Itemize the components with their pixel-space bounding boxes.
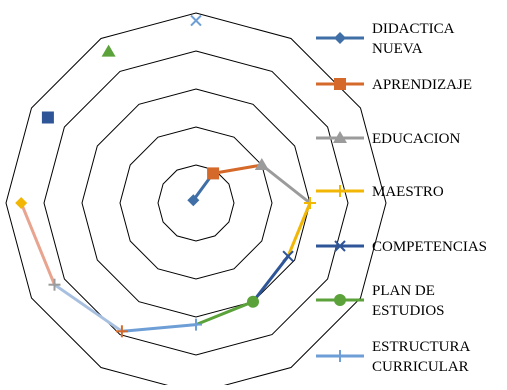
legend-label-line: PLAN DE [372,283,435,299]
legend-label-line: CURRICULAR [372,359,469,375]
legend-label-5: PLAN DE ESTUDIOS [372,283,445,319]
legend-label-6: ESTRUCTURA CURRICULAR [372,339,471,375]
series-segment-8 [19,201,56,287]
series-segment-2 [260,163,312,205]
legend-label-1: APRENDIZAJE [372,77,472,93]
data-point-3 [304,197,316,209]
legend-label-4: COMPETENCIAS [372,239,487,255]
legend-label-line: ESTUDIOS [372,303,445,319]
data-point-12 [190,14,202,27]
series-segment-3 [286,201,312,258]
grid-ring-5 [5,12,387,390]
legend-marker-4 [334,240,346,252]
legend-label-2: EDUCACION [372,131,460,147]
legend-item-1: APRENDIZAJE [316,77,472,93]
series-segment-4 [251,254,290,304]
legend-item-2: EDUCACION [316,131,460,147]
legend-item-5: PLAN DE ESTUDIOS [316,283,445,319]
grid-ring-3 [81,88,311,318]
data-point-7 [115,325,128,338]
series-markers [15,14,316,338]
legend-item-4: COMPETENCIAS [316,239,487,255]
data-point-5 [247,295,259,308]
series-segment-5 [194,300,255,327]
data-point-2 [254,158,269,170]
series-lines [19,21,312,333]
series-segment-7 [53,283,124,333]
legend-label-0: DIDACTICA NUEVA [372,21,455,57]
grid-ring-4 [43,50,349,356]
data-point-0 [187,194,200,207]
data-point-4 [282,250,294,262]
data-point-8 [48,278,61,291]
legend-label-line: APRENDIZAJE [372,77,472,93]
legend: DIDACTICA NUEVA APRENDIZAJE EDUCACION MAESTR… [316,21,487,375]
legend-marker-0 [334,32,346,44]
data-point-9 [15,197,28,209]
legend-label-line: EDUCACION [372,131,460,147]
legend-label-line: COMPETENCIAS [372,239,487,255]
data-point-6 [190,318,202,331]
legend-marker-3 [334,185,346,197]
legend-marker-6 [334,350,346,362]
data-point-1 [207,167,220,180]
series-segment-1 [211,163,264,175]
legend-label-line: ESTRUCTURA [372,339,471,355]
legend-label-line: DIDACTICA [372,21,455,37]
legend-item-3: MAESTRO [316,184,444,200]
legend-item-0: DIDACTICA NUEVA [316,21,455,57]
legend-label-line: NUEVA [372,41,423,57]
legend-marker-1 [334,78,346,90]
grid-ring-1 [157,164,235,242]
legend-label-line: MAESTRO [372,184,444,200]
data-point-10 [41,111,54,124]
legend-item-6: ESTRUCTURA CURRICULAR [316,339,471,375]
series-segment-11 [109,21,196,52]
legend-label-3: MAESTRO [372,184,444,200]
legend-marker-5 [334,294,346,306]
series-segment-6 [120,323,198,333]
legend-marker-2 [333,131,347,143]
data-point-11 [101,44,116,57]
